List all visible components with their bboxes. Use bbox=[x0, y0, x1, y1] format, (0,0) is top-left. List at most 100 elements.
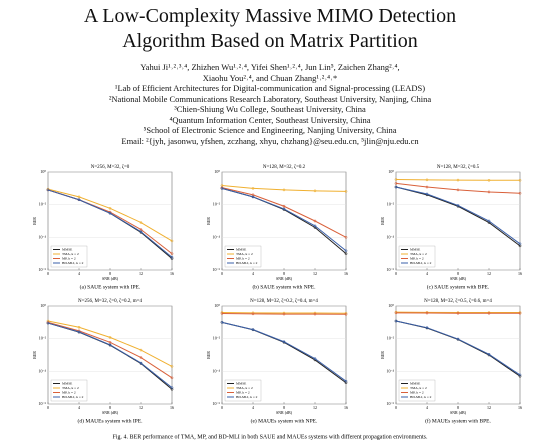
data-point bbox=[456, 188, 460, 192]
legend-label: BD-MLI, k = 2 bbox=[62, 395, 84, 400]
data-point bbox=[282, 188, 286, 192]
data-point bbox=[344, 252, 348, 256]
legend-label: TMA, k = 2 bbox=[410, 386, 427, 391]
legend-label: MP, k = 2 bbox=[62, 256, 76, 261]
data-point bbox=[170, 365, 174, 368]
x-tick-label: 12 bbox=[139, 405, 143, 410]
y-tick-label: 10⁰ bbox=[40, 303, 46, 308]
data-point bbox=[170, 239, 174, 243]
chart-title: N=128, M=32, ζ=0.2 bbox=[263, 164, 306, 170]
x-tick-label: 8 bbox=[109, 405, 111, 410]
y-tick-label: 10⁰ bbox=[388, 303, 394, 308]
x-tick-label: 8 bbox=[283, 405, 285, 410]
subfigure-caption: (b) SAUE system with NPE. bbox=[252, 283, 316, 290]
y-axis-label: BER bbox=[380, 217, 385, 225]
x-tick-label: 8 bbox=[457, 405, 459, 410]
legend-label: MMSE bbox=[62, 381, 72, 385]
x-tick-label: 0 bbox=[395, 405, 397, 410]
y-tick-label: 10⁻² bbox=[213, 336, 221, 341]
legend-label: MMSE bbox=[410, 381, 420, 385]
author-line: Yahui Ji¹˒²˒³˒⁴, Zhizhen Wu¹˒²˒⁴, Yifei … bbox=[140, 62, 400, 72]
affiliation: ⁵School of Electronic Science and Engine… bbox=[143, 125, 397, 135]
data-point bbox=[313, 189, 317, 193]
header: A Low-Complexity Massive MIMO Detection … bbox=[0, 0, 540, 146]
series-line bbox=[47, 188, 173, 242]
x-axis-label: SNR (dB) bbox=[102, 276, 119, 281]
legend-label: TMA, k = 2 bbox=[410, 252, 427, 257]
series-line bbox=[47, 189, 173, 258]
y-tick-label: 10⁻⁴ bbox=[386, 368, 394, 373]
data-point bbox=[313, 312, 317, 316]
data-point bbox=[313, 224, 317, 228]
series-line bbox=[47, 321, 173, 379]
data-point bbox=[108, 206, 112, 210]
legend bbox=[398, 379, 436, 402]
data-point bbox=[344, 190, 348, 193]
data-point bbox=[456, 178, 460, 182]
chart-title: N=128, M=32, ζ=0.5, ζ=0.6, m=4 bbox=[424, 298, 492, 304]
series-line bbox=[47, 322, 173, 389]
y-tick-label: 10⁻² bbox=[387, 202, 395, 207]
x-tick-label: 4 bbox=[78, 271, 80, 276]
data-point bbox=[139, 348, 143, 352]
legend-label: BD-MLI, k = 2 bbox=[410, 261, 432, 266]
legend-label: MP, k = 2 bbox=[410, 390, 424, 395]
data-point bbox=[344, 381, 348, 385]
x-tick-label: 0 bbox=[221, 271, 223, 276]
series-line bbox=[221, 187, 347, 238]
series-line bbox=[47, 320, 173, 367]
subfigure-caption: (c) SAUE system with BPE. bbox=[427, 283, 490, 290]
data-point bbox=[220, 320, 224, 324]
data-point bbox=[108, 343, 112, 347]
affiliation: ²National Mobile Communications Research… bbox=[108, 93, 432, 104]
legend-label: MMSE bbox=[410, 247, 420, 251]
legend-label: TMA, k = 2 bbox=[236, 386, 253, 391]
x-tick-label: 0 bbox=[395, 271, 397, 276]
data-point bbox=[394, 178, 398, 181]
data-point bbox=[344, 379, 348, 383]
data-point bbox=[282, 340, 286, 344]
x-tick-label: 12 bbox=[487, 271, 491, 276]
data-point bbox=[518, 178, 522, 182]
data-point bbox=[394, 182, 398, 185]
data-point bbox=[251, 186, 255, 190]
data-point bbox=[344, 311, 348, 315]
x-tick-label: 4 bbox=[252, 271, 254, 276]
data-point bbox=[170, 376, 174, 380]
legend-label: MP, k = 2 bbox=[410, 256, 424, 261]
y-tick-label: 10⁻⁶ bbox=[386, 401, 394, 406]
data-point bbox=[251, 312, 255, 316]
data-point bbox=[139, 221, 143, 224]
subfigure-caption: (d) MAUEs system with IPE. bbox=[78, 417, 144, 424]
data-point bbox=[170, 255, 174, 259]
y-tick-label: 10⁻² bbox=[213, 202, 221, 207]
legend bbox=[50, 379, 88, 402]
data-point bbox=[170, 386, 174, 390]
x-tick-label: 0 bbox=[47, 271, 49, 276]
data-point bbox=[313, 219, 317, 223]
y-tick-label: 10⁻⁶ bbox=[38, 401, 46, 406]
data-point bbox=[456, 204, 460, 207]
legend-label: BD-MLI, k = 2 bbox=[236, 395, 258, 400]
data-point bbox=[487, 190, 491, 194]
data-point bbox=[313, 357, 317, 360]
data-point bbox=[518, 191, 522, 195]
y-tick-label: 10⁻² bbox=[387, 336, 395, 341]
series-line bbox=[221, 321, 347, 382]
series-line bbox=[395, 186, 521, 245]
x-tick-label: 4 bbox=[78, 405, 80, 410]
data-point bbox=[108, 340, 112, 344]
x-tick-label: 8 bbox=[457, 271, 459, 276]
legend bbox=[50, 245, 88, 268]
data-point bbox=[487, 311, 491, 315]
subfigure-caption: (e) MAUEs system with NPE. bbox=[251, 417, 318, 424]
data-point bbox=[487, 352, 491, 356]
x-tick-label: 8 bbox=[283, 271, 285, 276]
legend-label: MMSE bbox=[236, 381, 246, 385]
data-point bbox=[220, 312, 224, 315]
y-axis-label: BER bbox=[206, 217, 211, 225]
series-line bbox=[395, 320, 521, 376]
x-tick-label: 4 bbox=[426, 405, 428, 410]
y-tick-label: 10⁰ bbox=[40, 169, 46, 174]
